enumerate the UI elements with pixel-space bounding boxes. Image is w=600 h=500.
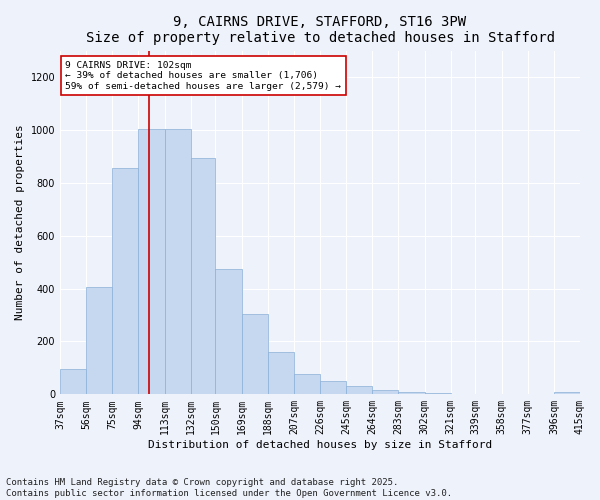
Text: Contains HM Land Registry data © Crown copyright and database right 2025.
Contai: Contains HM Land Registry data © Crown c… [6,478,452,498]
Y-axis label: Number of detached properties: Number of detached properties [15,124,25,320]
Bar [215,268,242,394]
Bar [294,374,320,394]
Bar [372,390,398,394]
Text: 9 CAIRNS DRIVE: 102sqm
← 39% of detached houses are smaller (1,706)
59% of semi-: 9 CAIRNS DRIVE: 102sqm ← 39% of detached… [65,61,341,90]
Bar [139,128,164,394]
Title: 9, CAIRNS DRIVE, STAFFORD, ST16 3PW
Size of property relative to detached houses: 9, CAIRNS DRIVE, STAFFORD, ST16 3PW Size… [86,15,554,45]
Bar [86,287,112,395]
Bar [268,352,294,395]
Bar [398,392,425,394]
Bar [191,158,215,394]
Bar [425,393,451,394]
Bar [112,168,139,394]
Bar [554,392,580,394]
Bar [346,386,372,394]
X-axis label: Distribution of detached houses by size in Stafford: Distribution of detached houses by size … [148,440,492,450]
Bar [320,381,346,394]
Bar [60,369,86,394]
Bar [242,314,268,394]
Bar [164,128,191,394]
